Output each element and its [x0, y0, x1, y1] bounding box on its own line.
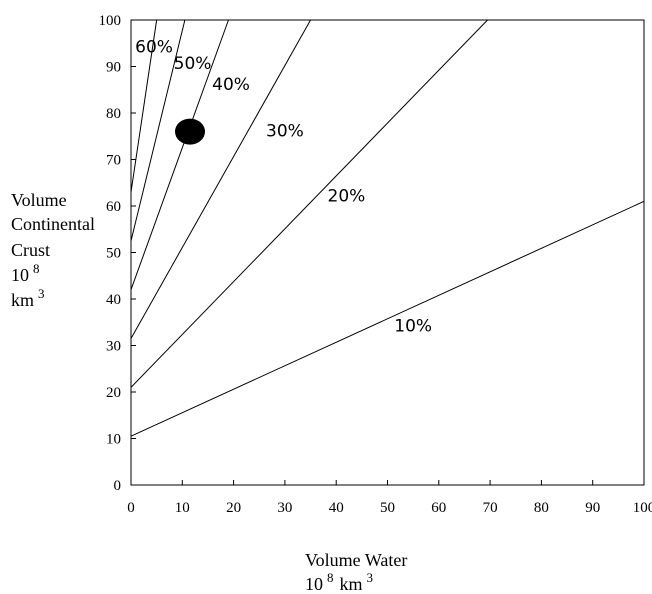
- label-text: km: [11, 290, 34, 310]
- exponent: 8: [327, 570, 334, 585]
- y-tick-label: 50: [106, 246, 121, 262]
- x-tick-label: 60: [431, 500, 446, 516]
- x-tick-label: 0: [127, 500, 135, 516]
- series-label-40pct: 40%: [212, 75, 250, 95]
- plot-frame: [130, 19, 645, 486]
- label-text: km: [340, 574, 363, 594]
- series-line-10pct: [130, 200, 645, 437]
- y-tick-label: 60: [106, 199, 121, 215]
- data-marker-group: [174, 118, 205, 145]
- y-label-line-4-text: 10 8: [11, 261, 40, 285]
- series-label-50pct: 50%: [174, 54, 212, 74]
- data-marker: [174, 118, 205, 145]
- exponent: 8: [33, 261, 40, 276]
- series-line-40pct: [130, 19, 229, 290]
- x-tick-label: 70: [483, 500, 498, 516]
- label-text: 10: [305, 574, 323, 594]
- x-label-line-2: 10 8 km 3: [305, 570, 373, 594]
- x-tick-label: 50: [380, 500, 395, 516]
- x-tick-label: 30: [277, 500, 292, 516]
- y-label-line-1: Volume: [11, 190, 67, 210]
- series-label-20pct: 20%: [328, 186, 366, 206]
- y-axis-ticks: 0 10 20 30 40 50 60 70 80 90 100: [99, 13, 136, 494]
- exponent: 3: [38, 286, 45, 301]
- y-label-line-5-text: km 3: [11, 286, 45, 310]
- y-label-line-2: Continental: [11, 214, 95, 234]
- y-label-line-4: 10 8: [11, 261, 40, 285]
- series-line-50pct: [130, 19, 186, 241]
- x-tick-label: 10: [175, 500, 190, 516]
- y-tick-label: 80: [106, 106, 121, 122]
- y-label-line-5: km 3: [11, 286, 45, 310]
- y-tick-label: 10: [106, 432, 121, 448]
- x-tick-label: 80: [534, 500, 549, 516]
- y-tick-label: 90: [106, 60, 121, 76]
- series-line-30pct: [130, 19, 311, 339]
- y-tick-label: 100: [99, 13, 122, 29]
- series-label-10pct: 10%: [394, 317, 432, 337]
- series-label-60pct: 60%: [135, 38, 173, 58]
- series-lines: [130, 19, 645, 437]
- x-axis-ticks: 0 10 20 30 40 50 60 70 80 90 100: [127, 480, 652, 516]
- series-labels: 10% 20% 30% 40%50%60%: [135, 38, 432, 337]
- y-label-line-3: Crust: [11, 240, 50, 260]
- x-label-line-1: Volume Water: [305, 550, 407, 570]
- x-tick-label: 40: [329, 500, 344, 516]
- y-tick-label: 30: [106, 339, 121, 355]
- y-tick-label: 20: [106, 385, 121, 401]
- x-label-line-2-text: 10 8 km 3: [305, 570, 373, 594]
- x-tick-label: 20: [226, 500, 241, 516]
- y-tick-label: 70: [106, 153, 121, 169]
- exponent: 3: [367, 570, 374, 585]
- x-tick-label: 90: [585, 500, 600, 516]
- y-tick-label: 0: [114, 478, 122, 494]
- series-line-20pct: [130, 19, 488, 388]
- series-label-30pct: 30%: [266, 121, 304, 141]
- label-text: 10: [11, 265, 29, 285]
- series-line-60pct: [130, 19, 158, 193]
- x-tick-label: 100: [633, 500, 652, 516]
- y-tick-label: 40: [106, 292, 121, 308]
